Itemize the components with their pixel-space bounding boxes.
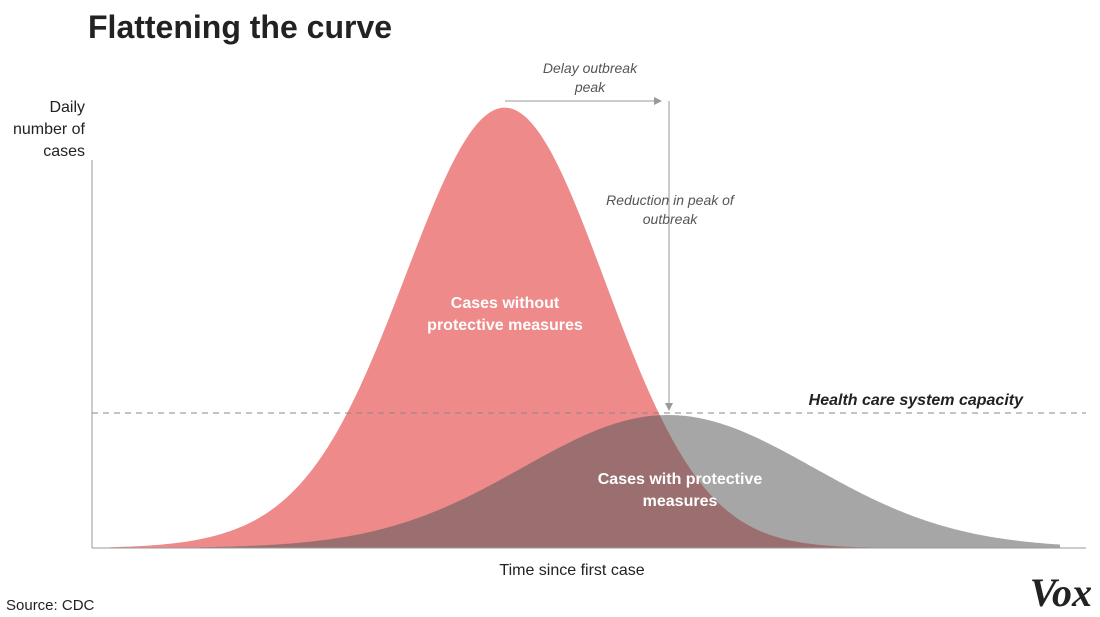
annotation: Health care system capacity bbox=[809, 392, 1024, 409]
y-axis-label-line: cases bbox=[43, 143, 85, 160]
x-axis-label: Time since first case bbox=[499, 562, 644, 579]
annotation: Delay outbreak bbox=[543, 60, 638, 76]
area-label: measures bbox=[643, 493, 718, 510]
logo: Vox bbox=[1030, 570, 1092, 615]
y-axis-label-line: number of bbox=[13, 121, 86, 138]
annotation: Reduction in peak of bbox=[606, 192, 736, 208]
curve-without-measures bbox=[110, 107, 900, 548]
area-label: Cases with protective bbox=[598, 471, 763, 488]
annotation: peak bbox=[574, 79, 606, 95]
y-axis-label: Daily number of cases bbox=[13, 99, 86, 160]
annotation: outbreak bbox=[643, 211, 698, 227]
source: Source: CDC bbox=[6, 597, 95, 614]
area-label: protective measures bbox=[427, 317, 583, 334]
chart-title: Flattening the curve bbox=[88, 9, 392, 45]
y-axis-label-line: Daily bbox=[49, 99, 85, 116]
area-label: Cases without bbox=[451, 295, 560, 312]
